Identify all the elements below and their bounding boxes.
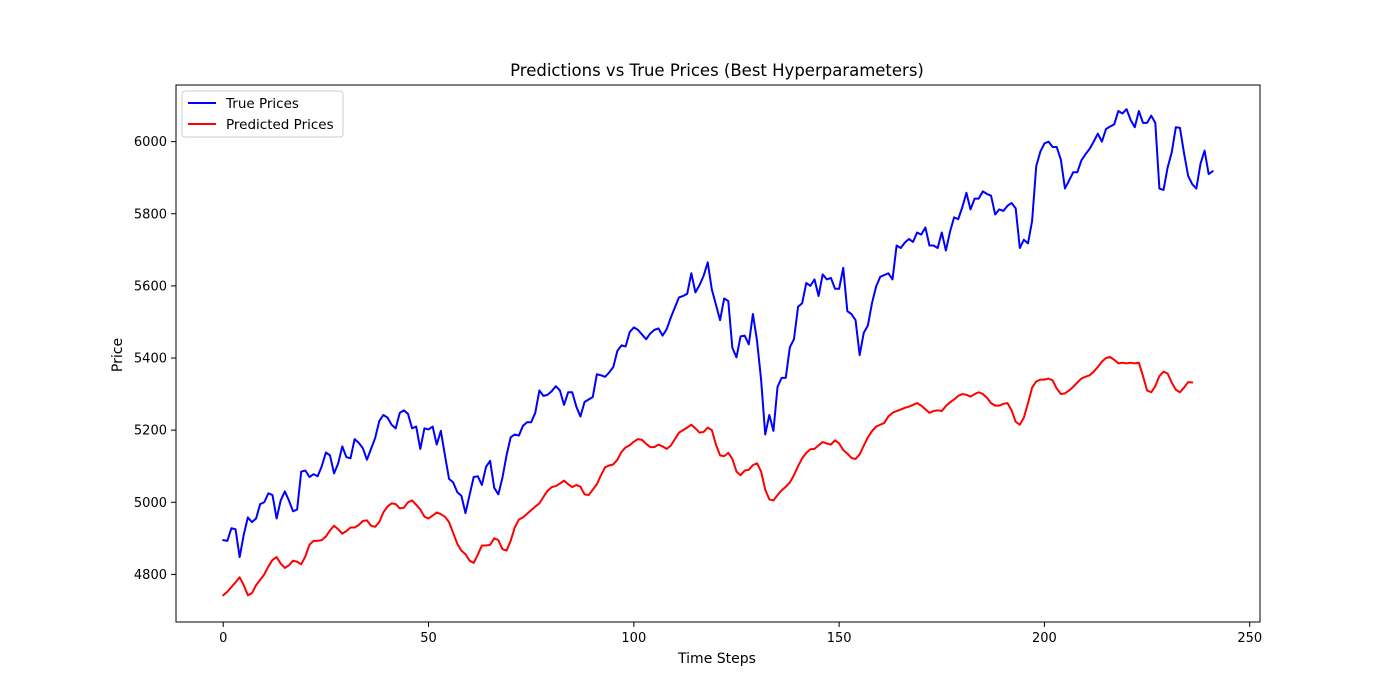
y-tick-label: 5600 bbox=[134, 279, 167, 294]
series-line-predicted-prices bbox=[222, 355, 1194, 597]
y-tick-label: 5000 bbox=[134, 496, 167, 511]
y-axis-label: Price bbox=[110, 338, 126, 372]
y-tick-label: 5800 bbox=[134, 207, 167, 222]
axes-frame bbox=[175, 84, 1261, 623]
legend: True Prices Predicted Prices bbox=[181, 90, 344, 138]
chart-title: Predictions vs True Prices (Best Hyperpa… bbox=[510, 61, 924, 80]
x-axis-label: Time Steps bbox=[677, 651, 756, 667]
x-tick-label: 100 bbox=[621, 631, 646, 646]
legend-label: Predicted Prices bbox=[226, 117, 334, 133]
series-line-true-prices bbox=[222, 108, 1214, 559]
plot-area bbox=[176, 85, 1260, 622]
y-tick-label: 6000 bbox=[134, 135, 167, 150]
y-tick-label: 4800 bbox=[134, 568, 167, 583]
y-tick-label: 5400 bbox=[134, 352, 167, 367]
x-tick-label: 150 bbox=[827, 631, 852, 646]
x-tick-label: 0 bbox=[219, 631, 227, 646]
x-tick-label: 50 bbox=[420, 631, 437, 646]
x-tick-label: 200 bbox=[1032, 631, 1057, 646]
legend-label: True Prices bbox=[225, 96, 299, 112]
x-tick-label: 250 bbox=[1237, 631, 1262, 646]
y-tick-label: 5200 bbox=[134, 424, 167, 439]
legend-box bbox=[181, 90, 344, 138]
